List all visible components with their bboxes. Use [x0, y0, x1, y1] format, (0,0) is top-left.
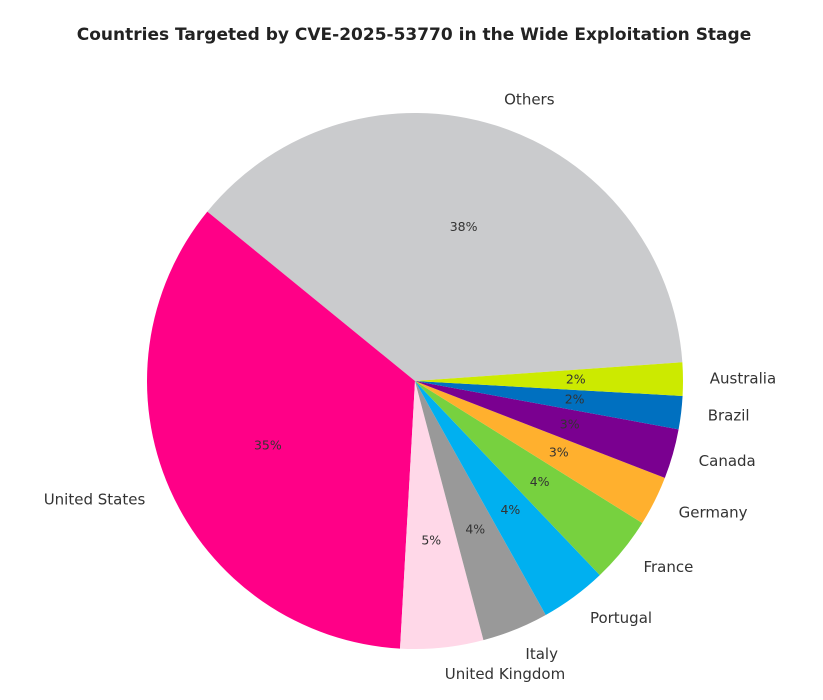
chart-title: Countries Targeted by CVE-2025-53770 in … — [77, 25, 751, 45]
percent-label-others: 38% — [450, 219, 478, 234]
percent-label-united-kingdom: 5% — [421, 532, 441, 547]
label-portugal: Portugal — [590, 609, 652, 627]
slice-brazil — [415, 381, 683, 430]
slice-france — [415, 381, 643, 576]
label-united-states: United States — [44, 490, 146, 508]
label-australia: Australia — [710, 369, 776, 387]
label-canada: Canada — [699, 452, 756, 470]
percent-label-france: 4% — [530, 474, 550, 489]
slice-others — [207, 112, 683, 381]
label-others: Others — [504, 90, 555, 108]
percent-label-portugal: 4% — [500, 502, 520, 517]
slice-italy — [415, 381, 546, 641]
slice-germany — [415, 381, 665, 524]
percent-label-australia: 2% — [566, 371, 586, 386]
slice-canada — [415, 381, 679, 478]
label-united-kingdom: United Kingdom — [445, 665, 565, 683]
slice-united-kingdom — [400, 381, 484, 649]
slice-united-states — [147, 211, 415, 649]
label-germany: Germany — [679, 503, 748, 521]
percent-label-united-states: 35% — [254, 437, 282, 452]
slice-portugal — [415, 381, 600, 615]
label-brazil: Brazil — [708, 406, 750, 424]
percent-label-germany: 3% — [549, 444, 569, 459]
percent-label-brazil: 2% — [565, 392, 585, 407]
label-italy: Italy — [525, 645, 558, 663]
slice-australia — [415, 362, 684, 396]
label-france: France — [643, 558, 693, 576]
percent-label-italy: 4% — [465, 522, 485, 537]
percent-label-canada: 3% — [560, 416, 580, 431]
